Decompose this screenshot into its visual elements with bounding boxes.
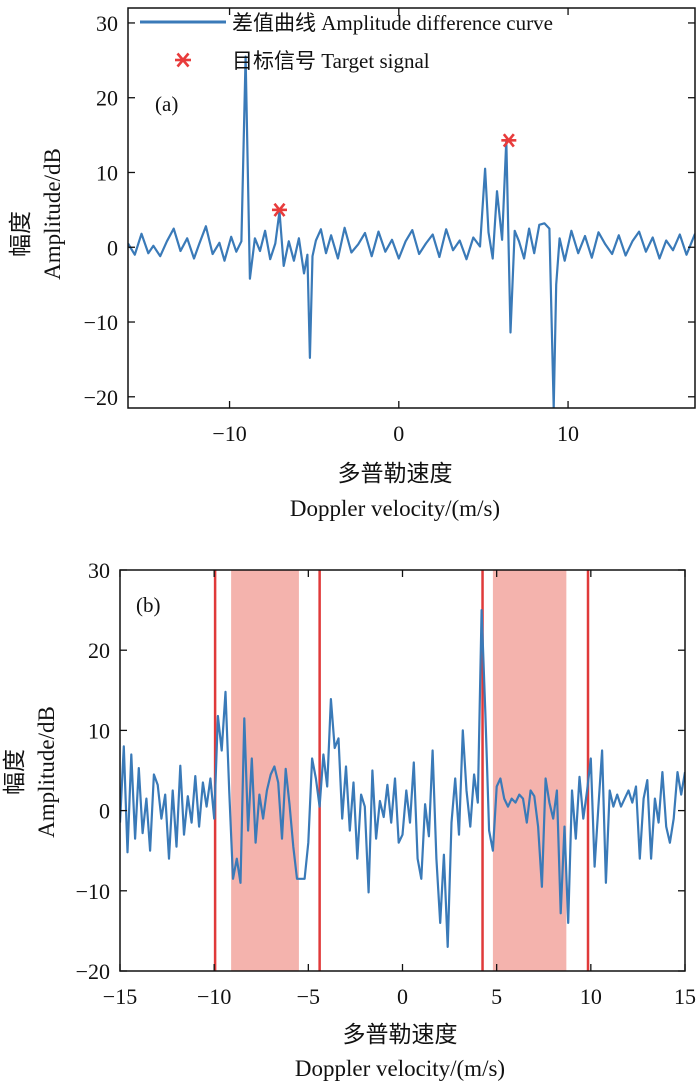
x-tick-label: −10 — [197, 984, 231, 1009]
y-tick-label: 20 — [88, 638, 110, 663]
panel-a-plot-area — [128, 55, 695, 408]
panel-b-xlabel-cn: 多普勒速度 — [343, 1022, 458, 1047]
panel-a-xlabel-en: Doppler velocity/(m/s) — [290, 496, 500, 521]
shaded-band-1 — [231, 570, 299, 971]
panel-b-plot-area — [120, 570, 685, 971]
y-tick-label: 30 — [88, 558, 110, 583]
panel-a-xlabel-cn: 多普勒速度 — [338, 461, 453, 486]
panel-a-plot-layer — [128, 55, 695, 408]
x-tick-label: 10 — [557, 421, 579, 446]
y-tick-label: −20 — [76, 959, 110, 984]
y-tick-label: 10 — [96, 160, 118, 185]
x-tick-label: −5 — [297, 984, 320, 1009]
panel-a-label: (a) — [155, 92, 178, 116]
panel-b: −15 −10 −5 0 5 10 15 −20 −10 0 10 20 30 (b) 幅度 Ampli… — [2, 558, 696, 1081]
y-tick-label: 20 — [96, 86, 118, 111]
panel-b-xlabel-en: Doppler velocity/(m/s) — [295, 1056, 505, 1081]
y-tick-label: 0 — [99, 799, 110, 824]
y-tick-label: 0 — [107, 235, 118, 260]
panel-b-label: (b) — [136, 593, 161, 617]
x-tick-label: −10 — [212, 421, 246, 446]
legend-a-label-target: 目标信号 Target signal — [232, 49, 430, 73]
x-tick-label: 10 — [580, 984, 602, 1009]
panel-b-plot-layer — [120, 570, 685, 971]
legend-a: 差值曲线 Amplitude difference curve 目标信号 Tar… — [140, 11, 553, 73]
panel-b-series-line-1 — [120, 608, 685, 949]
legend-a-asterisk-swatch — [175, 52, 191, 68]
x-tick-label: 0 — [397, 984, 408, 1009]
panel-a: −10 0 10 −20 −10 0 10 20 30 (a) 差值曲线 Amplitude d… — [8, 7, 696, 521]
panel-a-series-line-1 — [128, 55, 695, 408]
x-tick-label: −15 — [103, 984, 137, 1009]
y-tick-label: −10 — [84, 310, 118, 335]
y-tick-label: −20 — [84, 385, 118, 410]
x-tick-label: 5 — [491, 984, 502, 1009]
x-tick-label: 15 — [674, 984, 696, 1009]
panel-a-ylabel-cn: 幅度 — [8, 211, 33, 257]
y-tick-label: −10 — [76, 879, 110, 904]
panel-b-ticks: −15 −10 −5 0 5 10 15 −20 −10 0 10 20 30 — [76, 558, 696, 1009]
shaded-band-2 — [492, 570, 567, 971]
x-tick-label: 0 — [393, 421, 404, 446]
target-signal-point-2 — [501, 133, 517, 148]
target-signal-point-1 — [271, 202, 287, 217]
panel-a-ylabel-en: Amplitude/dB — [40, 148, 65, 280]
legend-a-label-curve: 差值曲线 Amplitude difference curve — [232, 11, 553, 35]
panel-a-axes-frame — [127, 7, 696, 409]
panel-a-ticks: −10 0 10 −20 −10 0 10 20 30 — [84, 8, 695, 446]
panel-b-ylabel-cn: 幅度 — [2, 749, 27, 795]
y-tick-label: 10 — [88, 718, 110, 743]
y-tick-label: 30 — [96, 11, 118, 36]
panel-b-ylabel-en: Amplitude/dB — [34, 706, 59, 838]
panel-b-axes-frame — [119, 569, 686, 972]
